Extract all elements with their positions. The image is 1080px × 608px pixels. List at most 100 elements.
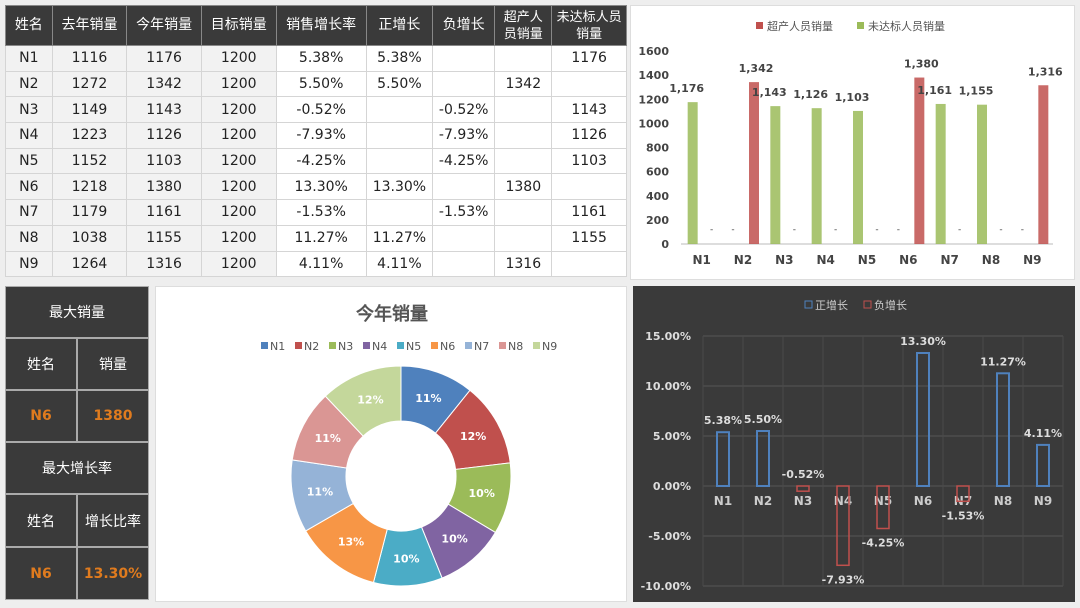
svg-text:11%: 11% bbox=[307, 485, 333, 498]
svg-text:12%: 12% bbox=[460, 430, 486, 443]
donut-chart: 今年销量 N1 N2 N3 N4 N5 N6 N7 N8 N9 11% 12% 10% 10% 10% 13%… bbox=[155, 286, 627, 602]
svg-text:正增长: 正增长 bbox=[815, 298, 848, 312]
svg-text:1,380: 1,380 bbox=[904, 58, 939, 71]
svg-text:N7: N7 bbox=[940, 253, 958, 267]
svg-text:N4: N4 bbox=[816, 253, 834, 267]
table-row: N8 1038 1155 1200 11.27% 11.27% 1155 bbox=[5, 224, 627, 252]
svg-text:1,126: 1,126 bbox=[793, 88, 828, 101]
svg-text:0: 0 bbox=[661, 238, 669, 251]
table-cell: 11.27% bbox=[275, 224, 367, 252]
svg-text:-4.25%: -4.25% bbox=[862, 537, 905, 550]
growth-label: 增长比率 bbox=[77, 494, 149, 547]
svg-text:5.38%: 5.38% bbox=[704, 414, 742, 427]
summary-panel: 最大销量 姓名 销量 N6 1380 最大增长率 姓名 增长比率 N6 13.3… bbox=[5, 286, 149, 600]
table-row: N4 1223 1126 1200 -7.93% -7.93% 1126 bbox=[5, 122, 627, 149]
name-label: 姓名 bbox=[5, 338, 77, 390]
table-cell: 5.50% bbox=[275, 70, 367, 98]
svg-text:12%: 12% bbox=[357, 393, 383, 406]
table-cell: 1176 bbox=[126, 45, 202, 72]
svg-text:-: - bbox=[897, 225, 900, 235]
svg-text:10%: 10% bbox=[469, 487, 495, 500]
max-sales-value: 1380 bbox=[77, 390, 149, 442]
svg-text:1,103: 1,103 bbox=[835, 91, 870, 104]
table-cell: 1200 bbox=[200, 45, 277, 72]
svg-text:13%: 13% bbox=[338, 536, 364, 549]
svg-text:-0.52%: -0.52% bbox=[782, 468, 825, 481]
table-cell: N1 bbox=[5, 45, 53, 72]
svg-text:-10.00%: -10.00% bbox=[641, 580, 691, 593]
svg-text:N1: N1 bbox=[692, 253, 710, 267]
svg-text:1000: 1000 bbox=[638, 117, 669, 130]
table-cell: N8 bbox=[5, 224, 53, 252]
svg-text:N5: N5 bbox=[406, 340, 421, 353]
svg-text:超产人员销量: 超产人员销量 bbox=[767, 19, 833, 33]
svg-text:N9: N9 bbox=[1023, 253, 1041, 267]
table-cell: 1126 bbox=[551, 122, 627, 149]
col-header: 未达标人员销量 bbox=[551, 5, 627, 46]
col-header: 超产人员销量 bbox=[494, 5, 553, 46]
svg-text:N4: N4 bbox=[372, 340, 387, 353]
table-cell: 4.11% bbox=[365, 250, 434, 278]
table-cell bbox=[432, 250, 496, 278]
svg-text:11.27%: 11.27% bbox=[980, 355, 1026, 368]
table-cell: 1038 bbox=[51, 224, 128, 252]
table-row: N1 1116 1176 1200 5.38% 5.38% 1176 bbox=[5, 45, 627, 72]
table-cell: 1103 bbox=[551, 147, 627, 175]
col-header: 销售增长率 bbox=[275, 5, 367, 46]
svg-text:负增长: 负增长 bbox=[874, 298, 907, 312]
svg-text:-1.53%: -1.53% bbox=[942, 509, 985, 522]
table-cell bbox=[494, 147, 553, 175]
table-cell: 5.38% bbox=[275, 45, 367, 72]
svg-text:N9: N9 bbox=[542, 340, 557, 353]
table-cell: N2 bbox=[5, 70, 53, 98]
svg-text:今年销量: 今年销量 bbox=[356, 303, 428, 325]
table-cell: 1380 bbox=[494, 173, 553, 201]
svg-text:N9: N9 bbox=[1034, 494, 1052, 508]
table-cell: 1200 bbox=[200, 96, 277, 124]
svg-text:1600: 1600 bbox=[638, 45, 669, 58]
table-cell: 13.30% bbox=[365, 173, 434, 201]
table-cell bbox=[494, 45, 553, 72]
svg-text:-: - bbox=[793, 225, 796, 235]
svg-text:600: 600 bbox=[646, 166, 669, 179]
svg-text:400: 400 bbox=[646, 190, 669, 203]
max-sales-name: N6 bbox=[5, 390, 77, 442]
table-cell: N9 bbox=[5, 250, 53, 278]
col-header: 姓名 bbox=[5, 5, 53, 46]
svg-text:N2: N2 bbox=[754, 494, 772, 508]
svg-text:0.00%: 0.00% bbox=[653, 480, 691, 493]
svg-text:N1: N1 bbox=[270, 340, 285, 353]
table-cell: 1179 bbox=[51, 199, 128, 226]
sales-bar-chart: 超产人员销量 未达标人员销量 0 200 400 600 800 1000 1200 1400 16… bbox=[630, 5, 1075, 280]
table-cell bbox=[432, 45, 496, 72]
svg-text:4.11%: 4.11% bbox=[1024, 427, 1062, 440]
max-growth-title: 最大增长率 bbox=[5, 442, 149, 494]
svg-text:N7: N7 bbox=[474, 340, 489, 353]
svg-text:N8: N8 bbox=[994, 494, 1012, 508]
svg-text:N5: N5 bbox=[858, 253, 876, 267]
table-cell: -0.52% bbox=[432, 96, 496, 124]
svg-text:-: - bbox=[1021, 225, 1024, 235]
svg-text:-: - bbox=[875, 225, 878, 235]
table-cell: 1161 bbox=[126, 199, 202, 226]
table-cell: 1152 bbox=[51, 147, 128, 175]
svg-text:-: - bbox=[731, 225, 734, 235]
svg-text:N6: N6 bbox=[440, 340, 455, 353]
table-cell bbox=[551, 173, 627, 201]
table-cell: N4 bbox=[5, 122, 53, 149]
table-cell: 13.30% bbox=[275, 173, 367, 201]
table-cell: 1200 bbox=[200, 122, 277, 149]
table-cell bbox=[494, 224, 553, 252]
table-cell: 1342 bbox=[494, 70, 553, 98]
table-cell: 1316 bbox=[494, 250, 553, 278]
table-cell: N3 bbox=[5, 96, 53, 124]
table-cell: 1272 bbox=[51, 70, 128, 98]
max-growth-name: N6 bbox=[5, 547, 77, 600]
svg-text:N8: N8 bbox=[982, 253, 1000, 267]
svg-text:15.00%: 15.00% bbox=[645, 330, 691, 343]
table-row: N6 1218 1380 1200 13.30% 13.30% 1380 bbox=[5, 173, 627, 201]
table-cell: 1380 bbox=[126, 173, 202, 201]
name-label-2: 姓名 bbox=[5, 494, 77, 547]
svg-text:13.30%: 13.30% bbox=[900, 335, 946, 348]
svg-text:5.50%: 5.50% bbox=[744, 413, 782, 426]
